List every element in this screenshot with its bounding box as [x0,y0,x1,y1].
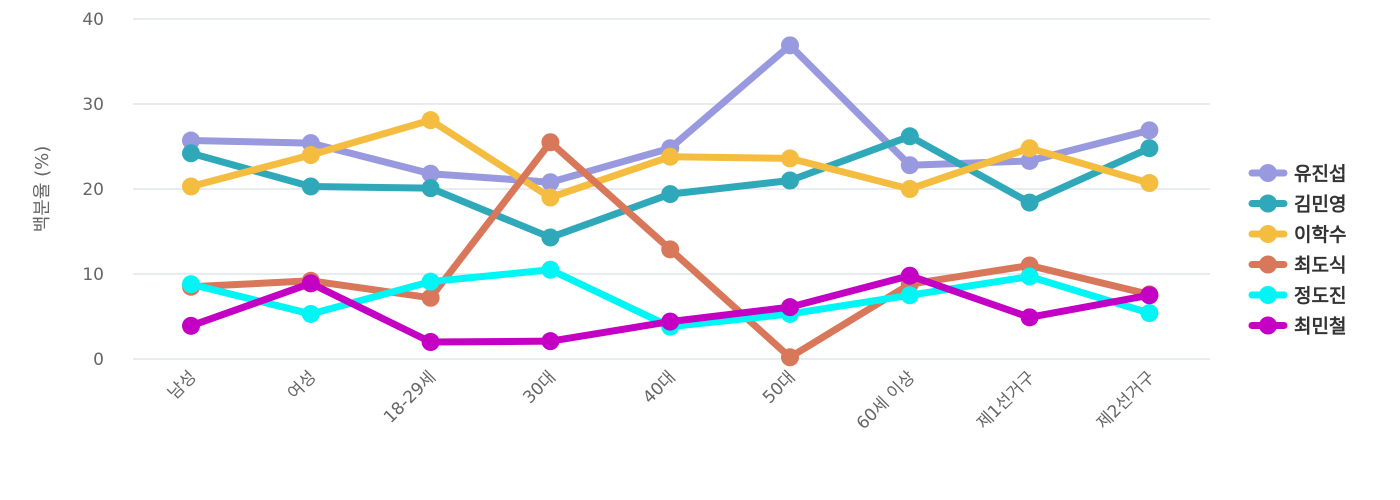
y-tick-label: 20 [82,180,104,200]
data-point[interactable] [781,298,799,317]
series-1 [182,36,1159,192]
x-tick-label: 40대 [639,367,680,408]
legend-item[interactable]: 최도식 [1248,255,1346,277]
legend-label: 최도식 [1294,255,1346,277]
data-point[interactable] [661,147,680,166]
legend-item[interactable]: 김민영 [1248,194,1346,216]
series-6 [182,266,1159,351]
data-point[interactable] [421,111,440,130]
data-point[interactable] [661,240,680,259]
data-point[interactable] [182,316,200,335]
data-point[interactable] [182,131,200,150]
data-point[interactable] [1140,174,1159,193]
x-tick-label: 50대 [759,367,800,408]
data-point[interactable] [661,185,680,204]
y-tick-label: 30 [82,95,104,115]
data-point[interactable] [900,286,919,305]
data-point[interactable] [541,173,560,192]
y-tick-label: 40 [82,10,104,30]
x-tick-label: 60세 이상 [853,367,920,434]
legend-label: 유진섭 [1294,163,1346,185]
legend-swatch-marker [1259,316,1277,335]
data-point[interactable] [541,133,560,152]
x-tick-label: 여성 [284,367,320,403]
data-point[interactable] [1140,304,1159,323]
y-axis-ticks: 0 10 20 30 40 [82,10,104,370]
data-point[interactable] [541,332,560,351]
data-point[interactable] [301,177,320,196]
data-point[interactable] [301,274,320,293]
data-point[interactable] [421,272,440,291]
data-point[interactable] [781,149,799,168]
x-tick-label: 18-29세 [380,367,440,427]
legend-label: 김민영 [1294,194,1346,216]
data-point[interactable] [421,179,440,198]
legend-swatch-marker [1259,286,1277,304]
x-tick-label: 제2선거구 [1093,367,1159,433]
data-point[interactable] [1140,121,1159,140]
legend-swatch-marker [1259,194,1277,213]
series-group [182,36,1159,367]
data-point[interactable] [301,304,320,323]
data-point[interactable] [182,177,200,196]
x-axis-ticks: 남성 여성 18-29세 30대 40대 50대 60세 이상 제1선거구 제2선거구 [164,367,1159,434]
data-point[interactable] [301,146,320,164]
data-point[interactable] [781,171,799,190]
data-point[interactable] [1020,267,1039,286]
data-point[interactable] [541,188,560,207]
y-tick-label: 0 [93,350,104,370]
x-tick-label: 30대 [519,367,560,408]
legend-label: 최민철 [1294,316,1346,338]
legend-item[interactable]: 유진섭 [1248,163,1346,185]
data-point[interactable] [781,348,799,367]
series-3 [182,111,1159,207]
data-point[interactable] [661,312,680,331]
legend-swatch-marker [1259,225,1277,243]
x-tick-label: 제1선거구 [973,367,1039,433]
data-point[interactable] [1020,308,1039,327]
data-point[interactable] [1140,286,1159,305]
data-point[interactable] [421,333,440,351]
data-point[interactable] [900,180,919,198]
data-point[interactable] [182,144,200,163]
legend-label: 정도진 [1294,285,1346,307]
y-tick-label: 10 [82,265,104,285]
data-point[interactable] [900,127,919,146]
data-point[interactable] [541,260,560,279]
legend-item[interactable]: 정도진 [1248,285,1346,307]
legend-item[interactable]: 이학수 [1248,224,1346,246]
data-point[interactable] [421,164,440,183]
data-point[interactable] [1020,139,1039,158]
data-point[interactable] [1020,151,1039,170]
data-point[interactable] [541,228,560,247]
data-point[interactable] [1020,193,1039,212]
legend-swatch-marker [1259,255,1277,274]
data-point[interactable] [900,156,919,175]
series-2 [182,127,1159,247]
legend-label: 이학수 [1294,224,1346,246]
data-point[interactable] [781,36,799,55]
legend-item[interactable]: 최민철 [1248,316,1346,338]
data-point[interactable] [1140,139,1159,158]
data-point[interactable] [900,266,919,285]
legend-swatch-marker [1259,164,1277,182]
y-axis-label: 백분율 (%) [32,146,53,233]
data-point[interactable] [182,275,200,294]
x-tick-label: 남성 [164,367,200,403]
data-point[interactable] [421,288,440,307]
